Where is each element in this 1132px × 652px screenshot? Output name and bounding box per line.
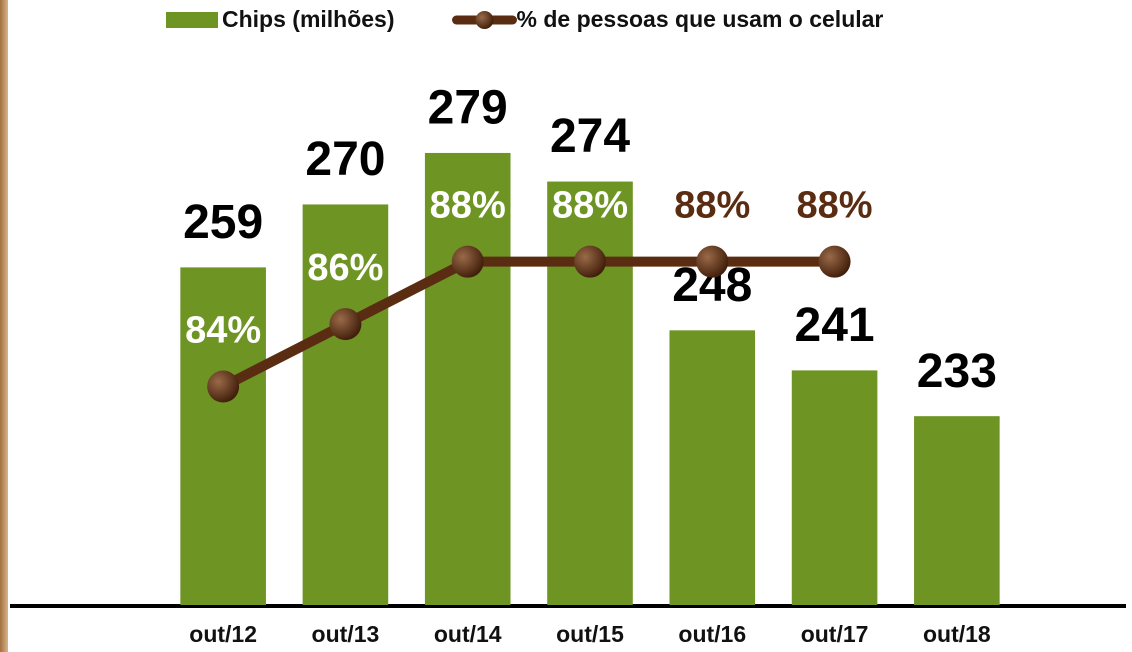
line-value-label: 88% [552, 185, 628, 227]
chart: Chips (milhões) % de pessoas que usam o c… [0, 0, 1132, 652]
bar-value-label: 233 [917, 345, 997, 398]
x-tick-label: out/15 [556, 621, 624, 647]
legend-marker [476, 11, 494, 29]
line-value-label: 84% [185, 310, 261, 352]
line-value-label: 88% [674, 185, 750, 227]
bar [669, 330, 755, 605]
legend-swatch [166, 12, 218, 28]
line-marker [207, 371, 239, 403]
line-value-label: 88% [430, 185, 506, 227]
line-marker [329, 308, 361, 340]
bar-value-label: 274 [550, 110, 630, 163]
line-value-label: 86% [307, 247, 383, 289]
bar-value-label: 270 [305, 133, 385, 186]
bar [792, 370, 878, 605]
bar-value-label: 241 [795, 299, 875, 352]
background-edge [0, 0, 8, 652]
x-tick-label: out/17 [801, 621, 869, 647]
bar-value-label: 279 [428, 82, 508, 135]
x-tick-label: out/14 [434, 621, 502, 647]
line-marker [819, 246, 851, 278]
legend-label: % de pessoas que usam o celular [517, 6, 884, 32]
line-marker [574, 246, 606, 278]
bar [547, 182, 633, 605]
x-tick-label: out/13 [312, 621, 380, 647]
x-tick-label: out/18 [923, 621, 991, 647]
x-tick-label: out/12 [189, 621, 257, 647]
bar [914, 416, 1000, 605]
line-value-label: 88% [797, 185, 873, 227]
x-tick-label: out/16 [678, 621, 746, 647]
legend-label: Chips (milhões) [222, 6, 395, 32]
page: {"chart_data": {"type": "bar", "categori… [0, 0, 1132, 652]
line-marker [696, 246, 728, 278]
bar-value-label: 259 [183, 196, 263, 249]
line-marker [452, 246, 484, 278]
